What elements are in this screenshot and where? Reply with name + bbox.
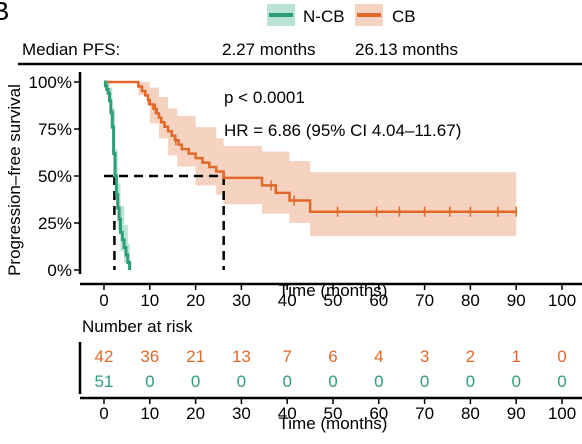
risk-table-x-tick-label: 70 xyxy=(415,404,434,423)
hazard-ratio-annotation: HR = 6.86 (95% CI 4.04–11.67) xyxy=(224,121,461,140)
risk-count-cb: 42 xyxy=(95,347,114,366)
x-tick-label: 80 xyxy=(461,291,480,310)
x-tick-label: 100 xyxy=(548,291,576,310)
median-reference-lines xyxy=(104,174,225,270)
risk-count-ncb: 0 xyxy=(282,372,291,391)
y-axis-title: Progression–free survival xyxy=(5,84,24,276)
risk-count-cb: 21 xyxy=(186,347,205,366)
x-tick-label: 30 xyxy=(232,291,251,310)
risk-count-cb: 4 xyxy=(374,347,383,366)
risk-count-cb: 0 xyxy=(557,347,566,366)
risk-count-cb: 36 xyxy=(140,347,159,366)
risk-table-x-tick-label: 50 xyxy=(324,404,343,423)
y-tick-label: 50% xyxy=(38,167,72,186)
median-pfs-cb: 26.13 months xyxy=(355,40,458,59)
risk-count-cb: 2 xyxy=(466,347,475,366)
risk-table-x-tick-label: 60 xyxy=(369,404,388,423)
risk-count-ncb: 0 xyxy=(511,372,520,391)
plot-axes: 0% 25% 50% 75% 100% 0 10 20 30 40 50 60 70 80 90 100 xyxy=(29,72,582,310)
legend-label-cb: CB xyxy=(392,7,416,26)
risk-count-cb: 6 xyxy=(328,347,337,366)
risk-table-x-tick-label: 90 xyxy=(507,404,526,423)
risk-table-x-tick-label: 80 xyxy=(461,404,480,423)
risk-table-x-tick-label: 20 xyxy=(186,404,205,423)
risk-table-x-tick-label: 40 xyxy=(278,404,297,423)
survival-curve-ncb xyxy=(103,80,132,270)
risk-count-ncb: 0 xyxy=(557,372,566,391)
risk-count-ncb: 0 xyxy=(145,372,154,391)
x-tick-label: 60 xyxy=(369,291,388,310)
risk-table-x-axis-title: Time (months) xyxy=(279,414,388,433)
risk-count-ncb: 0 xyxy=(328,372,337,391)
x-tick-label: 10 xyxy=(140,291,159,310)
x-axis-title: Time (months) xyxy=(279,281,388,300)
x-tick-label: 40 xyxy=(278,291,297,310)
risk-count-cb: 13 xyxy=(232,347,251,366)
y-tick-label: 75% xyxy=(38,120,72,139)
risk-table: 42 36 21 13 7 6 4 3 2 1 051 0 0 0 0 0 0 0 0 0 00 10 20 30 40 50 60… xyxy=(78,342,582,423)
risk-count-ncb: 0 xyxy=(191,372,200,391)
x-tick-label: 0 xyxy=(99,291,108,310)
y-tick-label: 0% xyxy=(47,261,72,280)
risk-table-x-tick-label: 10 xyxy=(140,404,159,423)
risk-count-ncb: 0 xyxy=(420,372,429,391)
risk-count-ncb: 0 xyxy=(466,372,475,391)
risk-count-ncb: 0 xyxy=(237,372,246,391)
p-value-annotation: p < 0.0001 xyxy=(224,88,305,107)
x-tick-label: 50 xyxy=(324,291,343,310)
legend: N-CB CB xyxy=(267,4,416,26)
x-tick-label: 70 xyxy=(415,291,434,310)
risk-table-x-tick-label: 100 xyxy=(548,404,576,423)
risk-count-ncb: 51 xyxy=(95,372,114,391)
y-tick-label: 100% xyxy=(29,73,72,92)
ci-band-cb xyxy=(104,82,517,237)
y-tick-label: 25% xyxy=(38,214,72,233)
legend-label-ncb: N-CB xyxy=(303,7,345,26)
risk-count-ncb: 0 xyxy=(374,372,383,391)
risk-table-title: Number at risk xyxy=(82,317,193,336)
risk-count-cb: 3 xyxy=(420,347,429,366)
x-tick-label: 20 xyxy=(186,291,205,310)
risk-count-cb: 7 xyxy=(282,347,291,366)
median-pfs-label: Median PFS: xyxy=(22,40,120,59)
median-pfs-ncb: 2.27 months xyxy=(222,40,316,59)
risk-count-cb: 1 xyxy=(511,347,520,366)
risk-table-x-tick-label: 30 xyxy=(232,404,251,423)
panel-label: B xyxy=(0,0,9,26)
risk-table-x-tick-label: 0 xyxy=(99,404,108,423)
x-tick-label: 90 xyxy=(507,291,526,310)
censor-marks xyxy=(147,94,517,217)
